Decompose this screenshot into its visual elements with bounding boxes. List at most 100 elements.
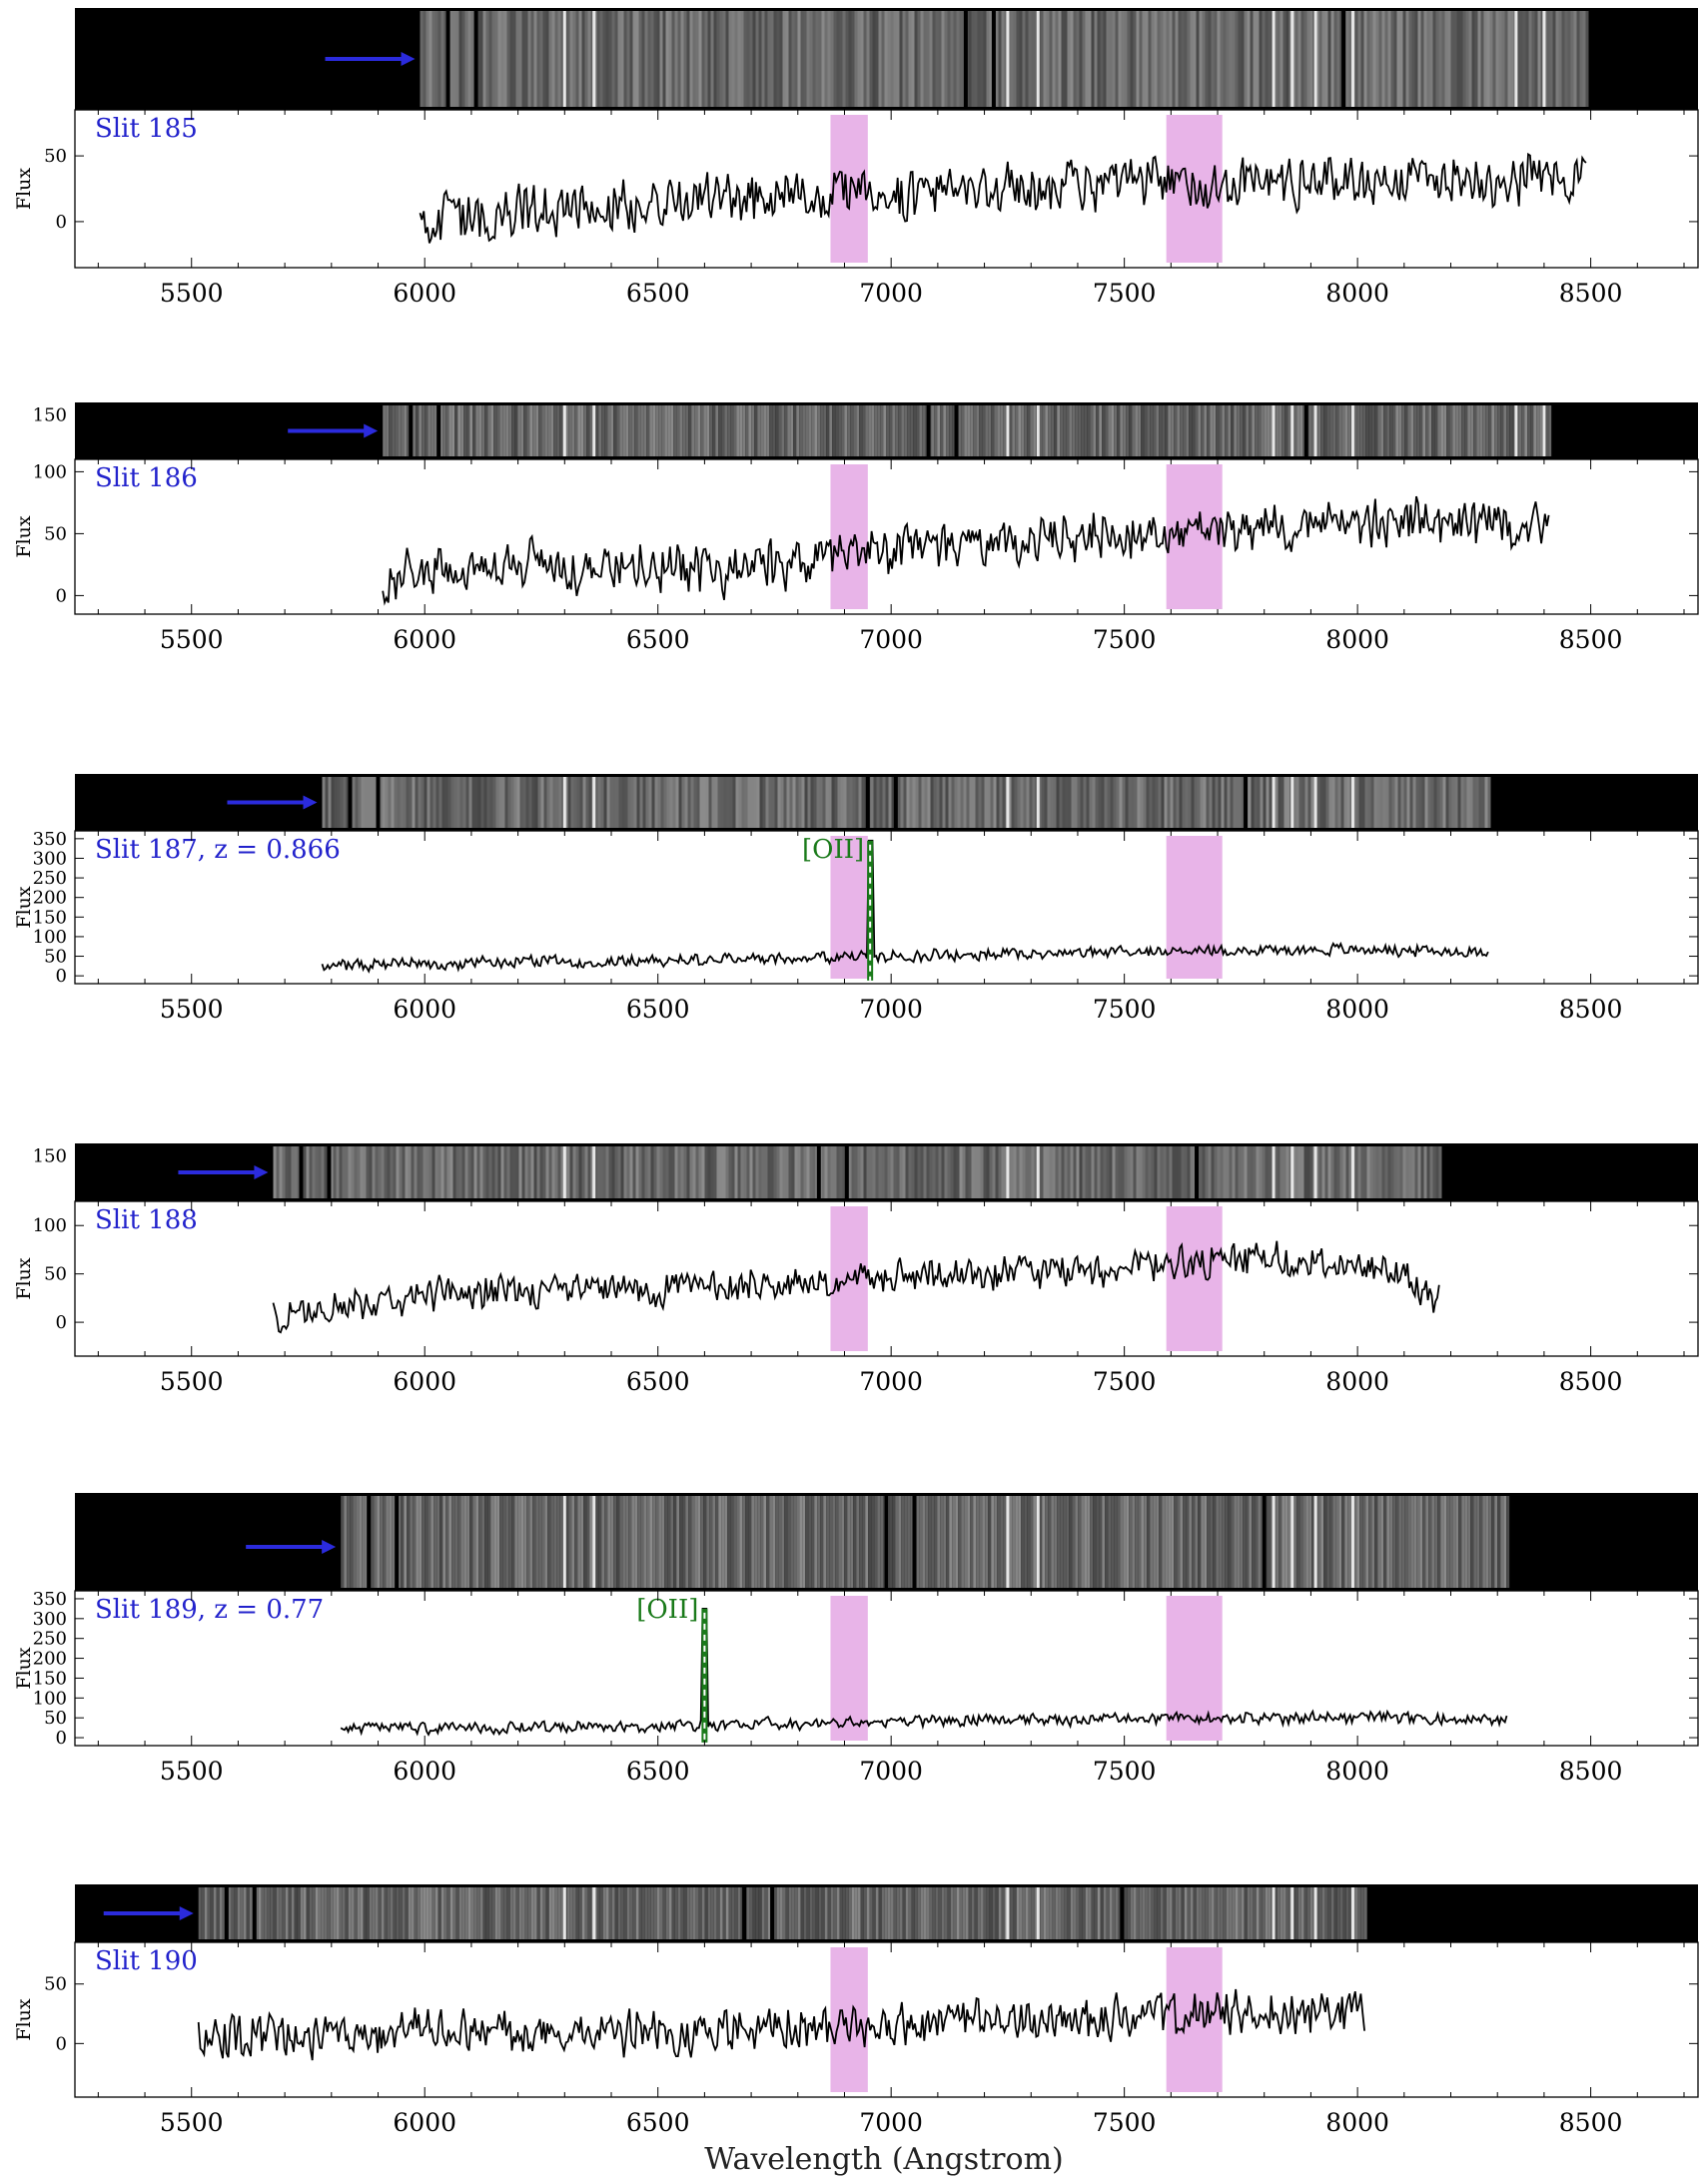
- emission-line-label: [OII]: [636, 1595, 698, 1625]
- x-tick-label: 5500: [160, 995, 224, 1024]
- spectrum-line: [382, 495, 1550, 606]
- x-tick-label: 5500: [160, 1757, 224, 1786]
- y-tick-label: 300: [33, 1609, 67, 1630]
- strip-tick-label: 150: [33, 1146, 67, 1167]
- spectrum-line: [197, 1988, 1365, 2061]
- panel-5: [OII] Slit 189, z = 0.77 05010015020025030…: [13, 1493, 1699, 1786]
- telluric-band: [830, 1596, 868, 1741]
- y-tick-label: 50: [44, 523, 67, 544]
- slit-label: Slit 189, z = 0.77: [95, 1595, 324, 1625]
- x-tick-label: 8000: [1325, 279, 1389, 308]
- y-tick-label: 0: [56, 1728, 67, 1749]
- y-tick-label: 50: [44, 947, 67, 968]
- panel-1: Slit 185 0 50 Flux 5500 6000 6500 7000 7500 8000 8…: [13, 8, 1699, 308]
- y-tick-label: 50: [44, 1974, 67, 1995]
- telluric-band: [830, 115, 868, 263]
- x-tick-label: 7500: [1093, 995, 1157, 1024]
- y-tick-label: 0: [56, 2033, 67, 2054]
- spectrum-line: [321, 839, 1489, 974]
- x-tick-label: 8000: [1325, 2108, 1389, 2137]
- x-tick-label: 8500: [1559, 2108, 1623, 2137]
- slit-arrow-head: [254, 1165, 269, 1179]
- plot-area: [74, 1941, 1699, 2098]
- x-tick-label: 8500: [1559, 1367, 1623, 1396]
- y-tick-label: 50: [44, 1264, 67, 1285]
- x-tick-label: 8500: [1559, 625, 1623, 654]
- slit-label: Slit 190: [95, 1946, 198, 1976]
- panel-6: Slit 190 0 50 Flux 5500 6000 6500 7000 7500 8000 8…: [13, 1884, 1699, 2137]
- spectrum-line: [272, 1240, 1440, 1334]
- y-tick-label: 200: [33, 888, 67, 909]
- x-tick-label: 7000: [859, 1757, 923, 1786]
- telluric-band: [830, 1947, 868, 2092]
- spectrum-strip-image: [420, 11, 1589, 107]
- y-axis-label: Flux: [13, 1998, 35, 2040]
- x-tick-label: 8000: [1325, 625, 1389, 654]
- slit-arrow-head: [401, 52, 416, 66]
- y-tick-label: 0: [56, 1312, 67, 1333]
- x-tick-label: 6500: [626, 1367, 690, 1396]
- x-tick-label: 6500: [626, 995, 690, 1024]
- x-tick-label: 6000: [393, 1367, 456, 1396]
- emission-line-label: [OII]: [802, 835, 864, 865]
- spectrum-strip-image: [341, 1496, 1510, 1588]
- y-tick-label: 150: [33, 907, 67, 928]
- y-tick-label: 200: [33, 1649, 67, 1670]
- slit-arrow-head: [364, 423, 379, 438]
- y-tick-label: 100: [33, 1688, 67, 1709]
- plot-area: [74, 830, 1699, 985]
- telluric-band: [1166, 1596, 1223, 1741]
- x-tick-label: 7500: [1093, 2108, 1157, 2137]
- y-tick-label: 50: [44, 1708, 67, 1729]
- x-tick-label: 7500: [1093, 1757, 1157, 1786]
- y-axis-label: Flux: [13, 1647, 35, 1689]
- spectrum-strip-image: [383, 405, 1552, 456]
- y-tick-label: 100: [33, 461, 67, 482]
- x-tick-label: 6500: [626, 2108, 690, 2137]
- emission-line-marker: [701, 1608, 708, 1743]
- y-tick-label: 350: [33, 829, 67, 850]
- slit-label: Slit 186: [95, 463, 198, 493]
- x-tick-label: 6000: [393, 625, 456, 654]
- plot-area: [74, 109, 1699, 269]
- y-tick-label: 0: [56, 966, 67, 987]
- telluric-band: [1166, 464, 1223, 609]
- slit-label: Slit 185: [95, 114, 198, 144]
- y-tick-label: 0: [56, 585, 67, 606]
- x-tick-label: 6000: [393, 1757, 456, 1786]
- slit-arrow-head: [179, 1906, 194, 1920]
- spectrum-line: [340, 1608, 1508, 1737]
- x-tick-label: 8000: [1325, 1367, 1389, 1396]
- y-axis-label: Flux: [13, 1257, 35, 1299]
- panel-2: 150 Slit 186 0 50 100 Flux 5500 6000 6500 7000 750…: [13, 402, 1699, 654]
- y-axis-label: Flux: [13, 886, 35, 928]
- x-tick-label: 6000: [393, 995, 456, 1024]
- x-tick-label: 8500: [1559, 279, 1623, 308]
- x-tick-label: 7500: [1093, 1367, 1157, 1396]
- x-tick-label: 5500: [160, 2108, 224, 2137]
- panel-4: 150 Slit 188 0 50 100 Flux 5500 6000 6500 7000 750…: [13, 1143, 1699, 1396]
- x-tick-label: 6500: [626, 1757, 690, 1786]
- spectrum-strip-image: [198, 1887, 1367, 1939]
- telluric-band: [830, 464, 868, 609]
- y-tick-label: 100: [33, 927, 67, 948]
- x-tick-label: 5500: [160, 1367, 224, 1396]
- plot-area: [74, 458, 1699, 615]
- y-tick-label: 300: [33, 848, 67, 869]
- slit-arrow-head: [303, 795, 318, 810]
- panel-3: [OII]Slit 187, z = 0.8660501001502002503…: [13, 774, 1699, 1024]
- y-tick-label: 0: [56, 212, 67, 233]
- y-tick-label: 100: [33, 1215, 67, 1236]
- x-tick-label: 8000: [1325, 995, 1389, 1024]
- x-tick-label: 7000: [859, 995, 923, 1024]
- spectrum-line: [419, 152, 1587, 244]
- x-tick-label: 7500: [1093, 279, 1157, 308]
- spectrum-strip-image: [273, 1146, 1442, 1198]
- x-tick-label: 7000: [859, 625, 923, 654]
- telluric-band: [1166, 836, 1223, 979]
- x-tick-label: 5500: [160, 279, 224, 308]
- slit-label: Slit 187, z = 0.866: [95, 835, 341, 865]
- x-tick-label: 7500: [1093, 625, 1157, 654]
- x-tick-label: 7000: [859, 2108, 923, 2137]
